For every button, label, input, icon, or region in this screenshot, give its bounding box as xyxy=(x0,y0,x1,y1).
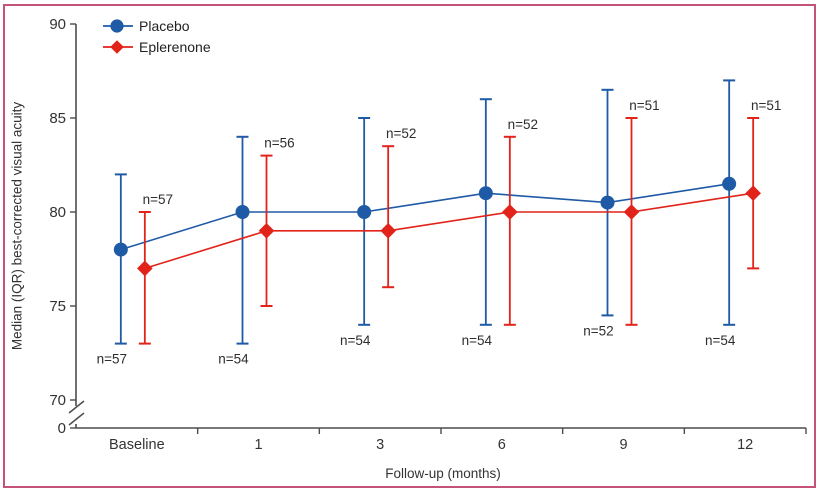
x-axis: Baseline 1 3 6 9 12 xyxy=(76,427,807,453)
y-axis-title: Median (IQR) best-corrected visual acuit… xyxy=(9,101,25,351)
x-category-label: 9 xyxy=(619,437,627,453)
eplerenone-marker xyxy=(623,204,640,220)
legend-item-placebo: Placebo xyxy=(102,15,211,36)
eplerenone-marker xyxy=(258,223,275,239)
y-tick-label: 90 xyxy=(49,16,66,33)
legend-item-eplerenone: Eplerenone xyxy=(102,36,211,57)
placebo-n-label-12: n=54 xyxy=(705,333,736,348)
series-eplerenone: n=57 n=56 n=52 n=52 n=51 n=51 xyxy=(137,98,781,345)
eplerenone-n-label-baseline: n=57 xyxy=(143,192,173,207)
eplerenone-marker xyxy=(745,185,761,201)
y-tick-label: 75 xyxy=(49,298,66,315)
eplerenone-error-bar-baseline xyxy=(138,211,151,345)
y-tick-label: 85 xyxy=(49,110,66,127)
placebo-marker xyxy=(600,195,615,210)
eplerenone-n-label-12: n=51 xyxy=(751,98,781,113)
placebo-n-label-baseline: n=57 xyxy=(97,352,127,367)
eplerenone-error-bar-9 xyxy=(625,117,638,326)
x-category-label: 1 xyxy=(254,437,262,453)
eplerenone-n-label-1: n=56 xyxy=(264,136,294,151)
eplerenone-n-label-3: n=52 xyxy=(386,126,416,141)
y-tick-zero-label: 0 xyxy=(58,420,66,437)
axis-break-slash xyxy=(68,412,85,426)
placebo-error-bar-12 xyxy=(723,79,736,326)
placebo-circle-icon xyxy=(103,18,133,33)
figure-frame xyxy=(3,4,816,488)
x-category-label: Baseline xyxy=(109,437,165,453)
x-category-label: 6 xyxy=(498,437,506,453)
placebo-marker xyxy=(478,186,493,201)
placebo-error-bar-baseline xyxy=(114,173,127,345)
eplerenone-error-bar-3 xyxy=(382,145,395,289)
eplerenone-n-label-6: n=52 xyxy=(508,117,538,132)
legend-label-placebo: Placebo xyxy=(139,17,190,34)
placebo-marker xyxy=(235,205,250,219)
x-category-label: 3 xyxy=(376,437,384,453)
y-axis: 90 85 80 75 70 0 xyxy=(49,16,85,437)
x-category-label: 12 xyxy=(737,437,753,453)
y-tick-label: 70 xyxy=(49,392,66,409)
placebo-n-label-9: n=52 xyxy=(583,323,613,338)
x-axis-title: Follow-up (months) xyxy=(385,466,501,481)
placebo-error-bar-3 xyxy=(358,117,371,326)
placebo-marker xyxy=(357,205,372,219)
eplerenone-marker xyxy=(380,223,396,239)
eplerenone-n-label-9: n=51 xyxy=(629,98,659,113)
placebo-error-bar-6 xyxy=(479,98,492,326)
placebo-n-label-6: n=54 xyxy=(462,333,493,348)
eplerenone-error-bar-6 xyxy=(503,135,516,326)
eplerenone-marker xyxy=(137,260,153,277)
legend: Placebo Eplerenone xyxy=(102,15,211,57)
axis-break-slash xyxy=(68,400,85,414)
eplerenone-marker xyxy=(502,204,518,220)
placebo-n-label-3: n=54 xyxy=(340,333,371,348)
series-placebo: n=57 n=54 n=54 n=54 n=52 n=54 xyxy=(97,79,737,367)
placebo-marker xyxy=(722,176,737,191)
placebo-marker xyxy=(113,242,128,257)
y-tick-label: 80 xyxy=(49,204,66,221)
eplerenone-median-line xyxy=(144,192,754,270)
legend-label-eplerenone: Eplerenone xyxy=(139,38,211,55)
placebo-median-line xyxy=(120,183,730,251)
placebo-error-bar-1 xyxy=(236,135,249,345)
placebo-n-label-1: n=54 xyxy=(218,352,249,367)
eplerenone-diamond-icon xyxy=(103,39,133,54)
